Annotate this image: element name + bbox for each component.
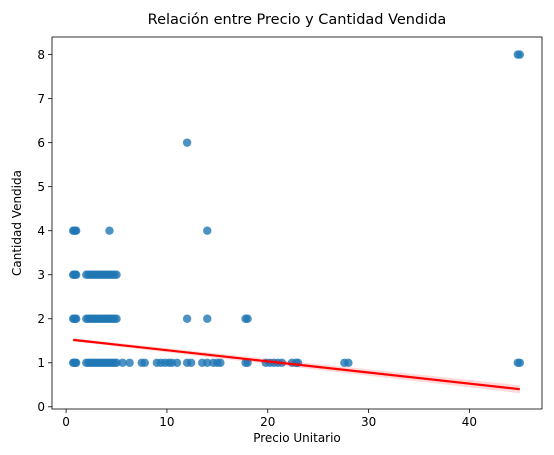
data-point	[112, 358, 121, 367]
y-tick-label: 1	[37, 356, 45, 370]
chart-title: Relación entre Precio y Cantidad Vendida	[148, 12, 447, 28]
data-point	[71, 226, 81, 235]
x-axis-label: Precio Unitario	[253, 431, 341, 445]
plot-frame	[51, 36, 543, 410]
data-point	[203, 314, 212, 323]
data-point	[105, 226, 114, 235]
y-tick-label: 6	[37, 136, 45, 150]
y-tick-label: 3	[37, 268, 45, 282]
data-point	[71, 314, 81, 323]
y-tick-label: 2	[37, 312, 45, 326]
y-tick-label: 7	[37, 92, 45, 106]
data-point	[203, 358, 212, 367]
data-point	[243, 314, 252, 323]
data-point	[125, 358, 134, 367]
y-tick-label: 0	[37, 400, 45, 414]
x-axis: 0 10 20 30 40	[62, 409, 477, 429]
data-point	[344, 358, 353, 367]
data-point	[172, 358, 182, 367]
x-tick-label: 30	[361, 415, 376, 429]
data-point	[515, 358, 525, 367]
y-axis-label: Cantidad Vendida	[10, 170, 24, 276]
data-point	[112, 270, 121, 279]
x-tick-label: 0	[62, 415, 70, 429]
data-point	[186, 358, 196, 367]
data-point	[515, 50, 525, 59]
y-tick-label: 8	[37, 48, 45, 62]
x-tick-label: 10	[159, 415, 174, 429]
y-tick-label: 5	[37, 180, 45, 194]
data-point	[140, 358, 149, 367]
data-point	[118, 358, 127, 367]
data-point	[203, 226, 212, 235]
data-point	[243, 358, 252, 367]
data-point	[182, 138, 192, 147]
regression-layer	[73, 338, 520, 394]
plot-area	[52, 37, 542, 409]
data-point	[216, 358, 225, 367]
y-tick-label: 4	[37, 224, 45, 238]
x-tick-label: 40	[462, 415, 477, 429]
data-point	[71, 270, 81, 279]
data-point	[112, 314, 121, 323]
data-point	[182, 314, 192, 323]
x-tick-label: 20	[260, 415, 275, 429]
y-axis: 0 1 2 3 4 5 6 7 8	[37, 48, 52, 414]
regression-line	[73, 338, 520, 391]
data-point	[71, 358, 81, 367]
